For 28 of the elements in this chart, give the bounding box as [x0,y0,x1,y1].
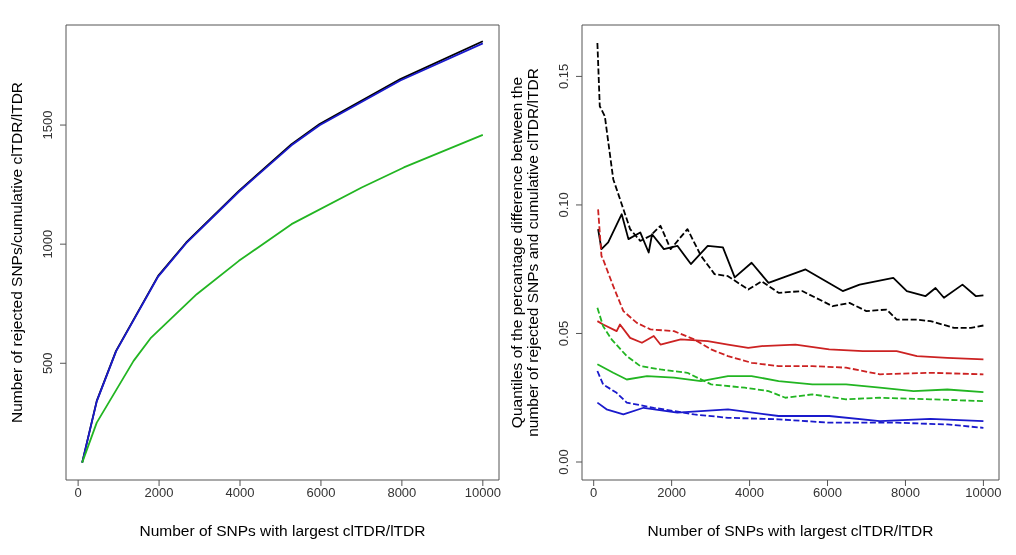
x-tick-label: 2000 [144,485,174,501]
line-series [596,42,985,329]
x-axis-title: Number of SNPs with largest clTDR/lTDR [647,522,934,539]
x-tick-label: 10000 [965,485,1002,501]
x-tick-label: 0 [590,485,598,501]
x-tick-label: 2000 [657,485,687,501]
y-tick-label: 500 [40,352,55,375]
y-axis-title: Number of rejected SNPs/cumulative clTDR/lTDR [8,81,25,424]
x-tick-label: 8000 [891,485,920,501]
y-axis-title: Quantiles of the percantage difference between the number of rejected SNPs and cumulative clTDR/lTDR [508,68,541,437]
x-tick-label: 4000 [735,485,765,501]
x-axis-title: Number of SNPs with largest clTDR/lTDR [139,522,426,539]
x-tick-label: 6000 [813,485,842,501]
y-tick-label: 1000 [40,229,55,259]
x-tick-label: 8000 [387,485,417,501]
x-tick-label: 0 [74,485,82,501]
x-tick-label: 10000 [464,485,501,501]
y-tick-label: 0.15 [556,63,571,90]
line-series [597,208,985,376]
line-series [81,133,484,464]
line-series [596,306,985,402]
x-tick-label: 4000 [225,485,255,501]
y-tick-label: 1500 [40,110,55,140]
y-tick-label: 0.10 [556,192,571,218]
line-series [596,370,985,429]
y-tick-label: 0.05 [556,320,571,347]
x-tick-label: 6000 [306,485,336,501]
y-tick-label: 0.00 [556,449,571,475]
